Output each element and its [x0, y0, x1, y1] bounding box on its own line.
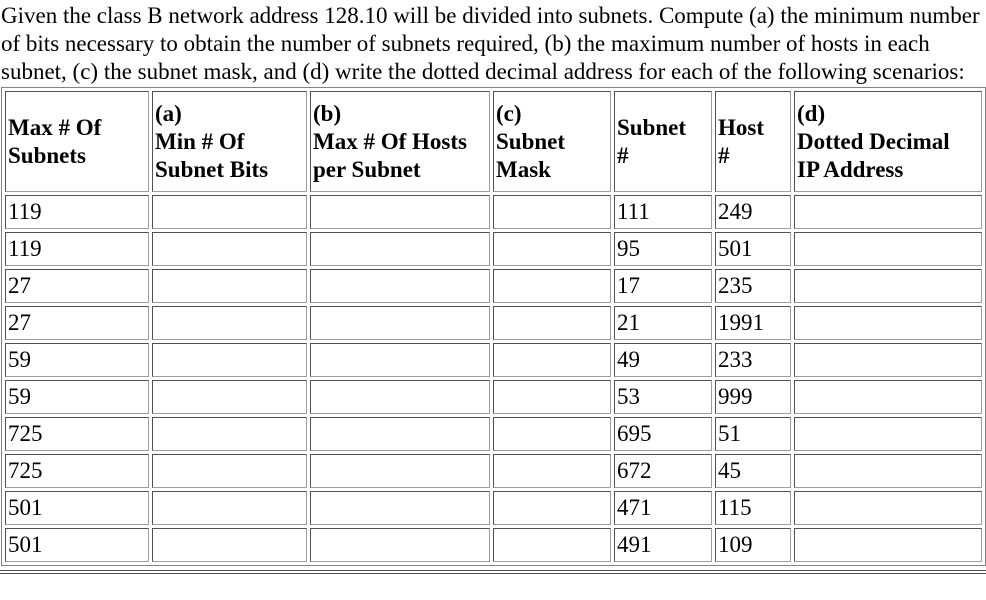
cell-min-subnet-bits: [152, 454, 307, 488]
cell-dotted-decimal-ip: [794, 491, 982, 525]
cell-subnet-number: 17: [614, 269, 712, 303]
table-row: 501 471 115: [5, 491, 982, 525]
cell-dotted-decimal-ip: [794, 306, 982, 340]
header-dotted-decimal-ip: (d) Dotted Decimal IP Address: [794, 91, 982, 192]
cell-subnet-mask: [493, 195, 611, 229]
cell-max-hosts: [310, 232, 490, 266]
table-row: 725 672 45: [5, 454, 982, 488]
cell-max-subnets: 119: [5, 195, 149, 229]
table-row: 501 491 109: [5, 528, 982, 562]
cell-subnet-mask: [493, 417, 611, 451]
cell-max-subnets: 501: [5, 528, 149, 562]
cell-subnet-number: 111: [614, 195, 712, 229]
cell-min-subnet-bits: [152, 380, 307, 414]
cell-min-subnet-bits: [152, 306, 307, 340]
cell-max-subnets: 59: [5, 343, 149, 377]
cell-min-subnet-bits: [152, 417, 307, 451]
cell-host-number: 235: [715, 269, 791, 303]
table-row: 59 49 233: [5, 343, 982, 377]
cell-subnet-number: 21: [614, 306, 712, 340]
header-subnet-number: Subnet #: [614, 91, 712, 192]
cell-dotted-decimal-ip: [794, 343, 982, 377]
cell-subnet-number: 672: [614, 454, 712, 488]
table-body: 119 111 249 119 95 501 27: [5, 195, 982, 562]
cell-host-number: 999: [715, 380, 791, 414]
document-page: Given the class B network address 128.10…: [0, 3, 986, 574]
cell-max-hosts: [310, 454, 490, 488]
subnet-worksheet-table: Max # Of Subnets (a) Min # Of Subnet Bit…: [1, 87, 986, 566]
cell-min-subnet-bits: [152, 232, 307, 266]
cell-subnet-number: 695: [614, 417, 712, 451]
cell-dotted-decimal-ip: [794, 417, 982, 451]
cell-min-subnet-bits: [152, 528, 307, 562]
cell-dotted-decimal-ip: [794, 269, 982, 303]
cell-subnet-mask: [493, 269, 611, 303]
cell-max-hosts: [310, 306, 490, 340]
cell-max-subnets: 27: [5, 269, 149, 303]
problem-statement: Given the class B network address 128.10…: [1, 3, 980, 84]
header-subnet-mask: (c) Subnet Mask: [493, 91, 611, 192]
cell-subnet-number: 49: [614, 343, 712, 377]
cell-subnet-mask: [493, 343, 611, 377]
cell-min-subnet-bits: [152, 269, 307, 303]
cell-subnet-mask: [493, 306, 611, 340]
cell-dotted-decimal-ip: [794, 380, 982, 414]
header-max-hosts-per-subnet: (b) Max # Of Hosts per Subnet: [310, 91, 490, 192]
cell-subnet-mask: [493, 380, 611, 414]
cell-dotted-decimal-ip: [794, 232, 982, 266]
cell-max-hosts: [310, 269, 490, 303]
cell-max-hosts: [310, 528, 490, 562]
cell-max-subnets: 725: [5, 417, 149, 451]
cell-host-number: 109: [715, 528, 791, 562]
cell-min-subnet-bits: [152, 491, 307, 525]
cell-subnet-number: 95: [614, 232, 712, 266]
cell-max-subnets: 119: [5, 232, 149, 266]
cell-host-number: 1991: [715, 306, 791, 340]
cell-subnet-mask: [493, 528, 611, 562]
table-row: 725 695 51: [5, 417, 982, 451]
table-row: 119 111 249: [5, 195, 982, 229]
cell-max-hosts: [310, 491, 490, 525]
header-row: Max # Of Subnets (a) Min # Of Subnet Bit…: [5, 91, 982, 192]
cell-host-number: 501: [715, 232, 791, 266]
cell-max-hosts: [310, 380, 490, 414]
cell-max-hosts: [310, 195, 490, 229]
cell-dotted-decimal-ip: [794, 195, 982, 229]
table-row: 59 53 999: [5, 380, 982, 414]
cell-subnet-mask: [493, 232, 611, 266]
table-row: 119 95 501: [5, 232, 982, 266]
cell-max-hosts: [310, 417, 490, 451]
cell-max-subnets: 725: [5, 454, 149, 488]
header-max-subnets: Max # Of Subnets: [5, 91, 149, 192]
header-min-subnet-bits: (a) Min # Of Subnet Bits: [152, 91, 307, 192]
cell-min-subnet-bits: [152, 195, 307, 229]
cell-max-hosts: [310, 343, 490, 377]
cell-dotted-decimal-ip: [794, 454, 982, 488]
cell-host-number: 249: [715, 195, 791, 229]
cell-dotted-decimal-ip: [794, 528, 982, 562]
cell-subnet-number: 471: [614, 491, 712, 525]
cell-host-number: 233: [715, 343, 791, 377]
cell-subnet-mask: [493, 454, 611, 488]
horizontal-rule: [0, 570, 986, 574]
cell-host-number: 51: [715, 417, 791, 451]
cell-host-number: 115: [715, 491, 791, 525]
cell-subnet-mask: [493, 491, 611, 525]
cell-max-subnets: 501: [5, 491, 149, 525]
header-host-number: Host #: [715, 91, 791, 192]
cell-subnet-number: 491: [614, 528, 712, 562]
table-row: 27 21 1991: [5, 306, 982, 340]
table-row: 27 17 235: [5, 269, 982, 303]
cell-host-number: 45: [715, 454, 791, 488]
cell-min-subnet-bits: [152, 343, 307, 377]
cell-max-subnets: 27: [5, 306, 149, 340]
cell-subnet-number: 53: [614, 380, 712, 414]
cell-max-subnets: 59: [5, 380, 149, 414]
